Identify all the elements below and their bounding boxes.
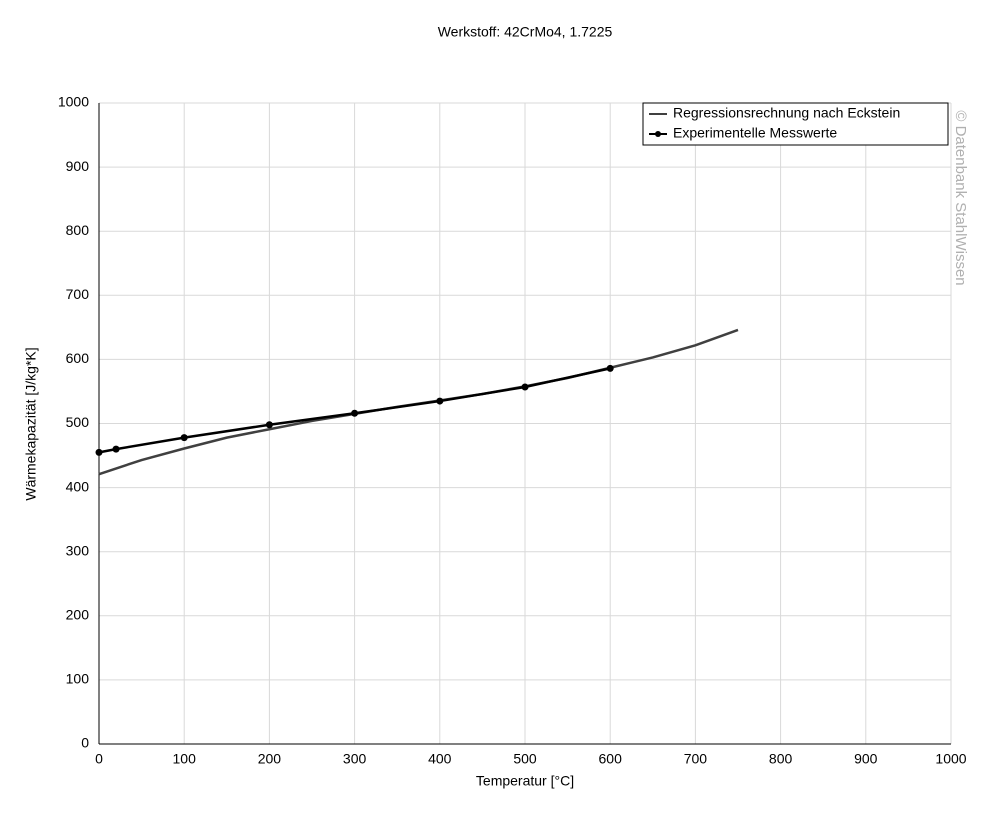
x-tick-label: 100	[173, 751, 197, 767]
y-tick-label: 400	[66, 478, 90, 494]
x-tick-label: 900	[854, 751, 878, 767]
legend-label: Regressionsrechnung nach Eckstein	[673, 105, 900, 121]
legend-label: Experimentelle Messwerte	[673, 125, 837, 141]
data-point	[521, 383, 529, 391]
data-point	[95, 448, 103, 456]
data-point	[265, 421, 273, 429]
data-point	[112, 445, 120, 453]
x-tick-label: 300	[343, 751, 367, 767]
y-tick-label: 600	[66, 350, 90, 366]
x-tick-label: 0	[95, 751, 103, 767]
y-tick-label: 800	[66, 222, 90, 238]
y-tick-label: 300	[66, 542, 90, 558]
data-point	[351, 409, 359, 417]
y-tick-label: 0	[81, 735, 89, 751]
series-line	[98, 328, 739, 476]
y-tick-label: 900	[66, 158, 90, 174]
watermark: © Datenbank StahlWissen	[952, 110, 969, 285]
legend: Regressionsrechnung nach Eckstein Experim…	[642, 102, 949, 146]
y-tick-label: 700	[66, 286, 90, 302]
x-tick-label: 700	[684, 751, 708, 767]
data-point	[606, 364, 614, 372]
y-tick-label: 1000	[58, 94, 89, 110]
x-tick-label: 800	[769, 751, 793, 767]
legend-marker	[655, 131, 661, 137]
x-tick-label: 400	[428, 751, 452, 767]
x-axis-label: Temperatur [°C]	[476, 773, 574, 789]
y-tick-label: 500	[66, 414, 90, 430]
x-tick-label: 600	[599, 751, 623, 767]
chart-title: Werkstoff: 42CrMo4, 1.7225	[438, 24, 613, 40]
x-tick-label: 200	[258, 751, 282, 767]
x-tick-label: 500	[513, 751, 537, 767]
series-line	[98, 367, 611, 454]
data-point	[180, 434, 188, 442]
data-point	[436, 397, 444, 405]
y-axis-label: Wärmekapazität [J/kg*K]	[23, 347, 39, 500]
legend-box	[642, 102, 949, 146]
x-tick-label: 1000	[935, 751, 966, 767]
y-tick-label: 100	[66, 671, 90, 687]
y-tick-label: 200	[66, 607, 90, 623]
